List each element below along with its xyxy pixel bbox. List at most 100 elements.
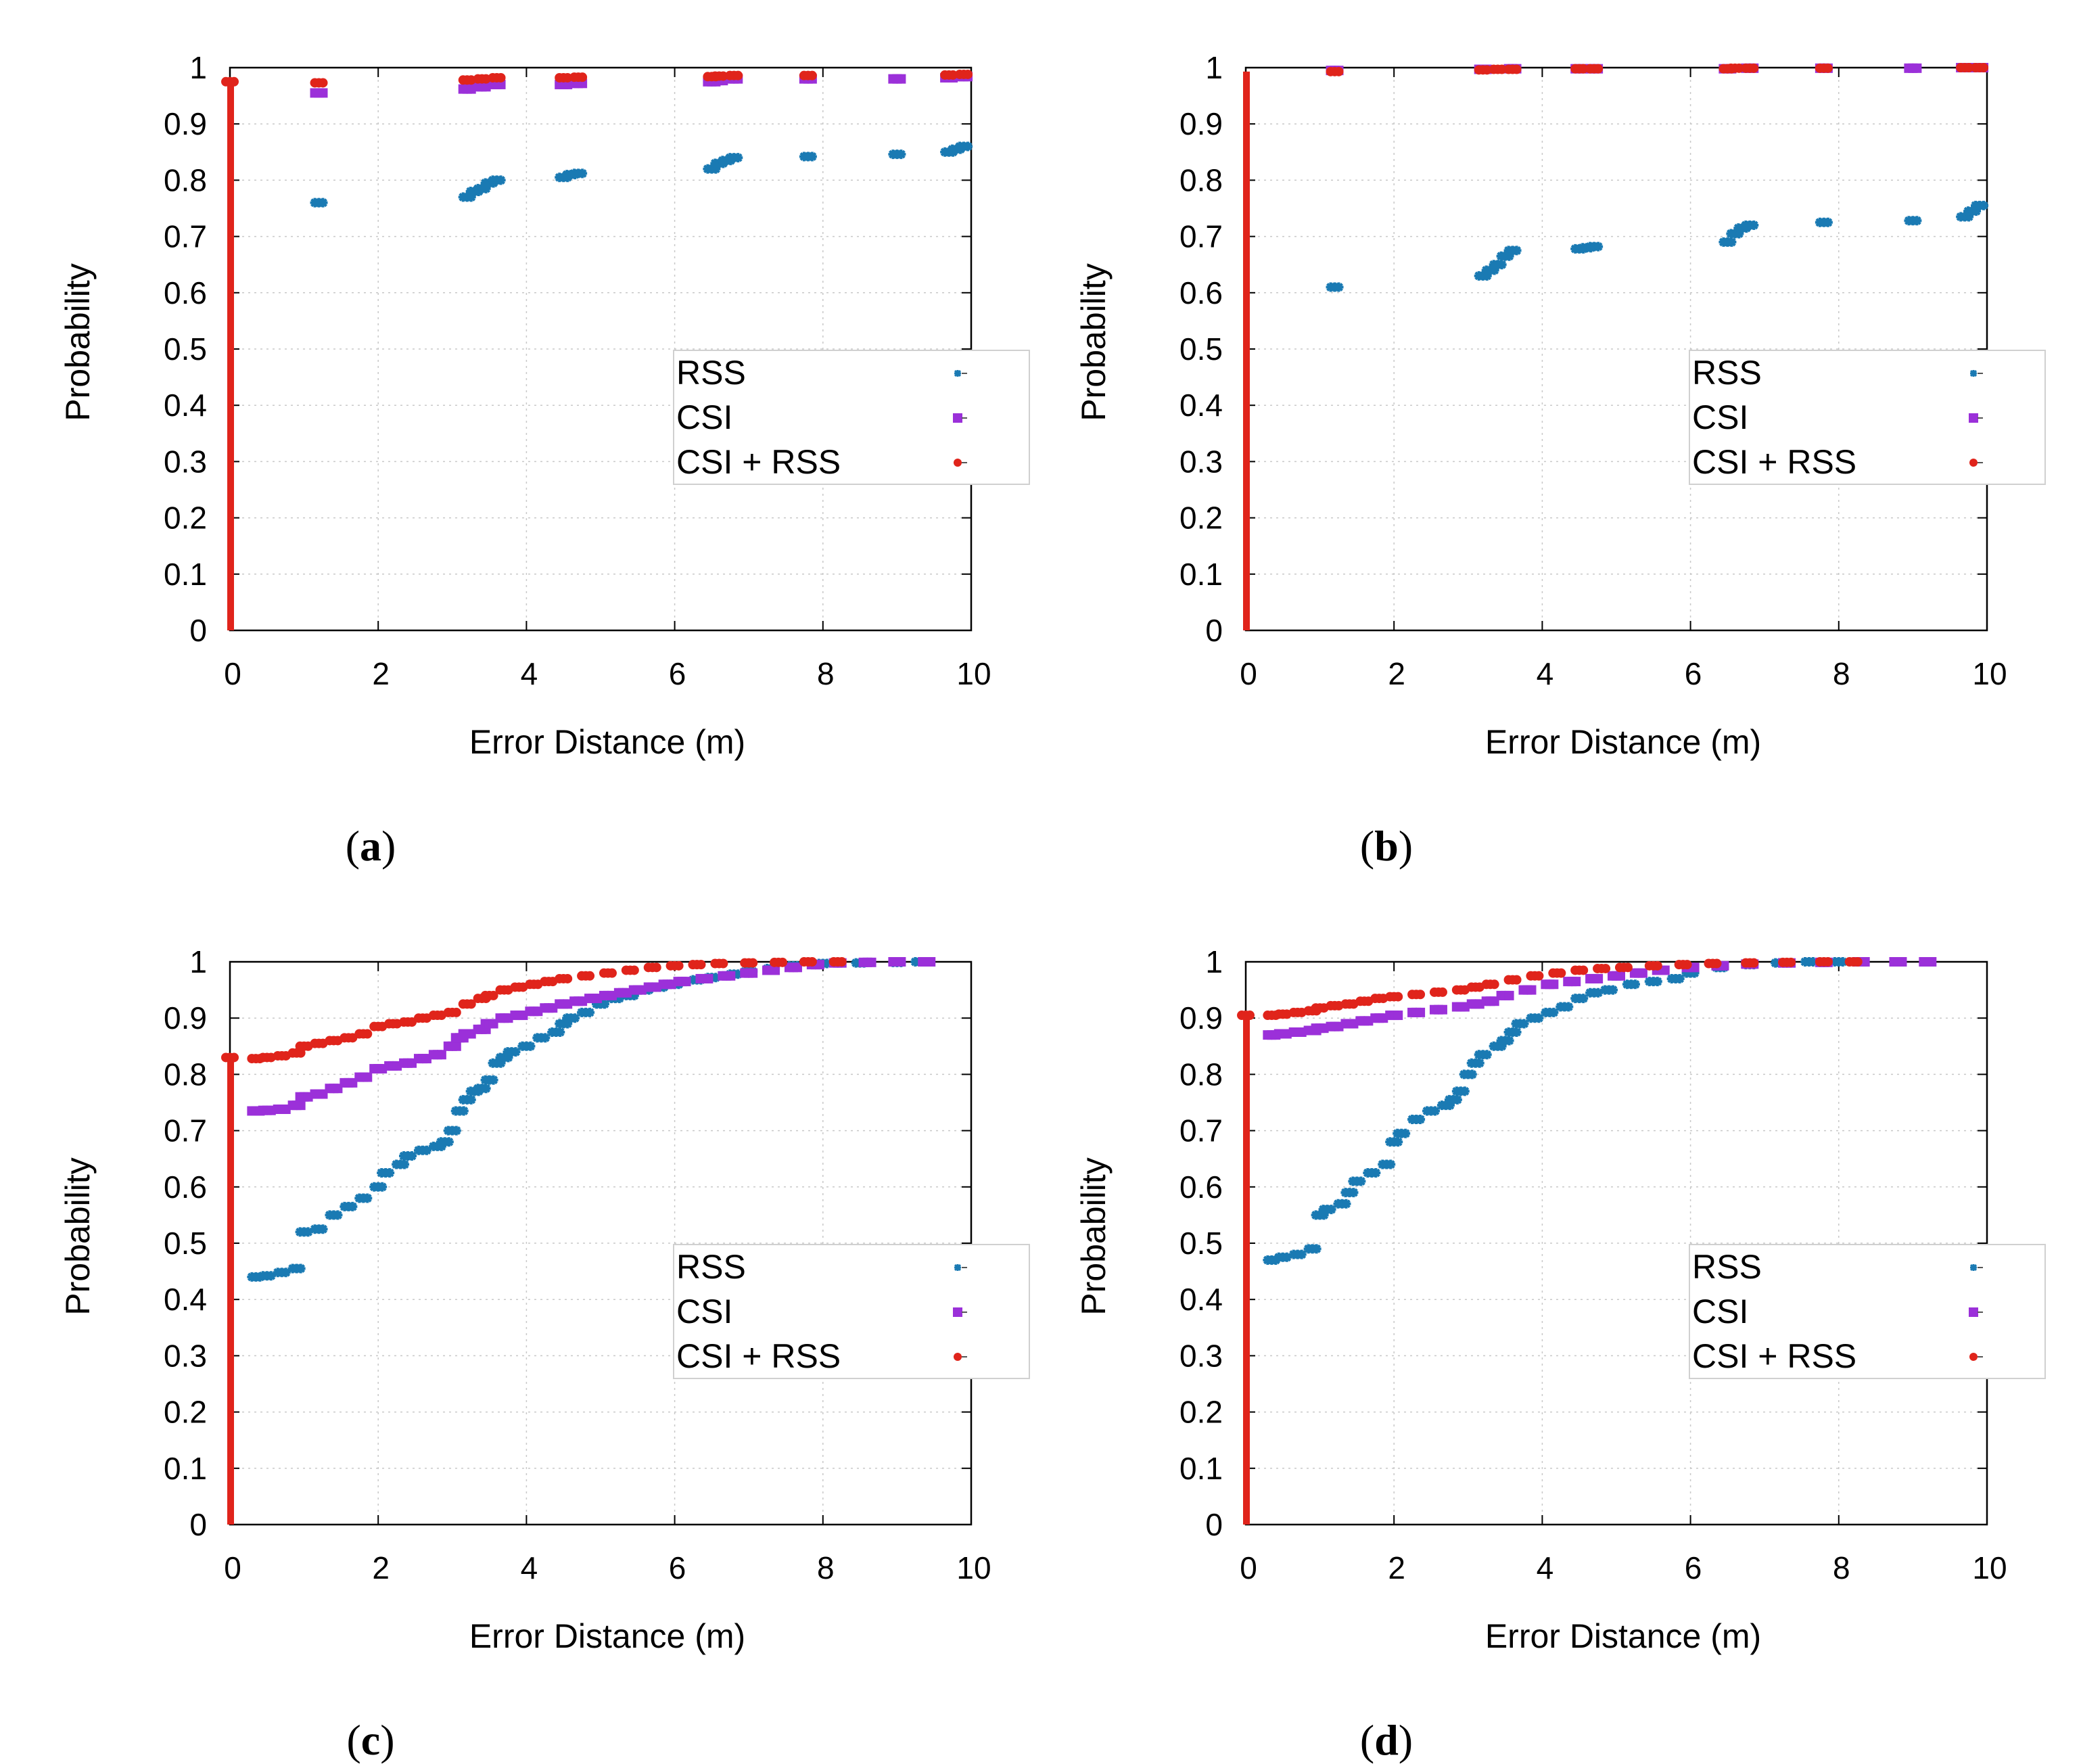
rss-point	[318, 1224, 328, 1234]
legend-marker-csi_rss	[1969, 1353, 1978, 1361]
rss-point	[496, 1058, 506, 1068]
x-tick-label: 4	[1537, 1550, 1554, 1585]
csi_rss-point	[1622, 962, 1633, 973]
rss-point	[1979, 200, 1989, 210]
csi_rss-point	[778, 957, 788, 967]
csi-point	[1689, 962, 1700, 973]
legend-marker-csi_rss	[954, 459, 962, 467]
csi-point	[896, 74, 906, 84]
rss-point	[421, 1145, 431, 1155]
csi_rss-point	[1823, 957, 1833, 967]
y-tick-label: 0.6	[1179, 1169, 1223, 1205]
rss-point	[1579, 994, 1589, 1004]
caption-paren-close: )	[381, 822, 396, 870]
csi-point	[703, 973, 714, 983]
csi-point	[770, 965, 780, 975]
csi-point	[1393, 1011, 1403, 1021]
csi_rss-point	[1852, 957, 1863, 967]
csi-rss-zero-bar	[227, 1057, 234, 1525]
csi_rss-point	[696, 960, 706, 970]
csi_rss-point	[837, 957, 847, 967]
rss-point	[1356, 1176, 1366, 1186]
csi-point	[792, 962, 802, 973]
y-tick-label: 1	[189, 50, 207, 85]
rss-point	[400, 1159, 410, 1169]
csi_rss-point	[1393, 992, 1403, 1002]
y-tick-label: 0.9	[1179, 106, 1223, 141]
rss-point	[1482, 1050, 1492, 1060]
csi_rss-point	[578, 72, 588, 83]
rss-point	[1430, 1106, 1440, 1116]
csi-point	[1616, 971, 1625, 981]
rss-point	[1474, 1058, 1484, 1068]
rss-point	[733, 969, 743, 979]
rss-point	[733, 153, 743, 163]
y-tick-label: 0.5	[1179, 331, 1223, 367]
csi_rss-point	[1786, 957, 1796, 967]
y-tick-label: 1	[189, 944, 207, 979]
rss-point	[481, 183, 491, 193]
y-tick-label: 0.7	[164, 219, 207, 254]
csi-point	[1504, 990, 1514, 1000]
x-tick-label: 10	[956, 656, 991, 691]
rss-point	[563, 1019, 573, 1029]
rss-point	[1689, 968, 1700, 978]
csi-point	[926, 957, 936, 967]
rss-point	[963, 141, 973, 152]
y-tick-label: 1	[1205, 944, 1223, 979]
rss-point	[348, 1201, 358, 1211]
rss-point	[488, 1075, 498, 1085]
x-axis-label: Error Distance (m)	[469, 1617, 745, 1655]
caption-paren-open: (	[346, 822, 360, 870]
csi_rss-point	[1512, 975, 1522, 985]
rss-point	[1608, 985, 1618, 995]
csi_rss-point	[629, 965, 639, 975]
series-csi_rss	[1237, 957, 1863, 1021]
csi-point	[1416, 1007, 1426, 1017]
y-tick-label: 0.4	[1179, 1282, 1223, 1317]
csi-point	[1549, 979, 1559, 990]
rss-point	[444, 1137, 454, 1147]
csi-point	[296, 1100, 306, 1111]
rss-point	[570, 1013, 580, 1023]
csi_rss-point	[466, 999, 476, 1009]
gridlines	[229, 67, 972, 631]
csi_rss-point	[1712, 958, 1722, 969]
csi-point	[896, 957, 906, 967]
rss-point	[1311, 1244, 1322, 1254]
csi-point	[1593, 973, 1604, 983]
csi-rss-zero-bar	[1243, 1015, 1250, 1525]
rss-point	[1489, 265, 1499, 275]
x-tick-label: 0	[224, 1550, 241, 1585]
legend-label: CSI	[676, 1293, 732, 1330]
rss-point	[1497, 260, 1507, 270]
csi_rss-point	[1593, 64, 1604, 74]
csi-point	[1526, 985, 1537, 995]
rss-point	[1519, 1019, 1529, 1029]
y-tick-label: 1	[1205, 50, 1223, 85]
series-csi_rss	[221, 69, 973, 88]
y-axis-label: Probability	[59, 1157, 97, 1315]
rss-point	[1838, 957, 1848, 967]
caption-paren-open: (	[1360, 822, 1374, 870]
rss-point	[1349, 1188, 1359, 1198]
rss-point	[363, 1193, 373, 1203]
rss-point	[585, 1007, 595, 1017]
rss-point	[1504, 1036, 1514, 1046]
legend-label: RSS	[1692, 1248, 1762, 1286]
y-tick-label: 0.8	[164, 162, 207, 198]
legend: RSS CSI CSI + RSS	[1689, 1244, 2046, 1379]
csi_rss-point	[1749, 63, 1759, 73]
rss-point	[1564, 1002, 1574, 1012]
y-tick-label: 0.1	[1179, 557, 1223, 592]
rss-point	[318, 198, 328, 208]
csi-point	[1927, 957, 1937, 967]
panel-caption: (d)	[1360, 1716, 1413, 1764]
rss-point	[1445, 1100, 1455, 1111]
csi_rss-point	[1512, 64, 1522, 74]
csi_rss-point	[496, 72, 506, 83]
rss-point	[333, 1210, 343, 1220]
chart-panel-d: 00.10.20.30.40.50.60.70.80.910 2 4 6 8 10Erro…	[1075, 944, 2046, 1764]
rss-point	[1534, 1013, 1544, 1023]
legend-label: CSI	[1692, 1293, 1748, 1330]
